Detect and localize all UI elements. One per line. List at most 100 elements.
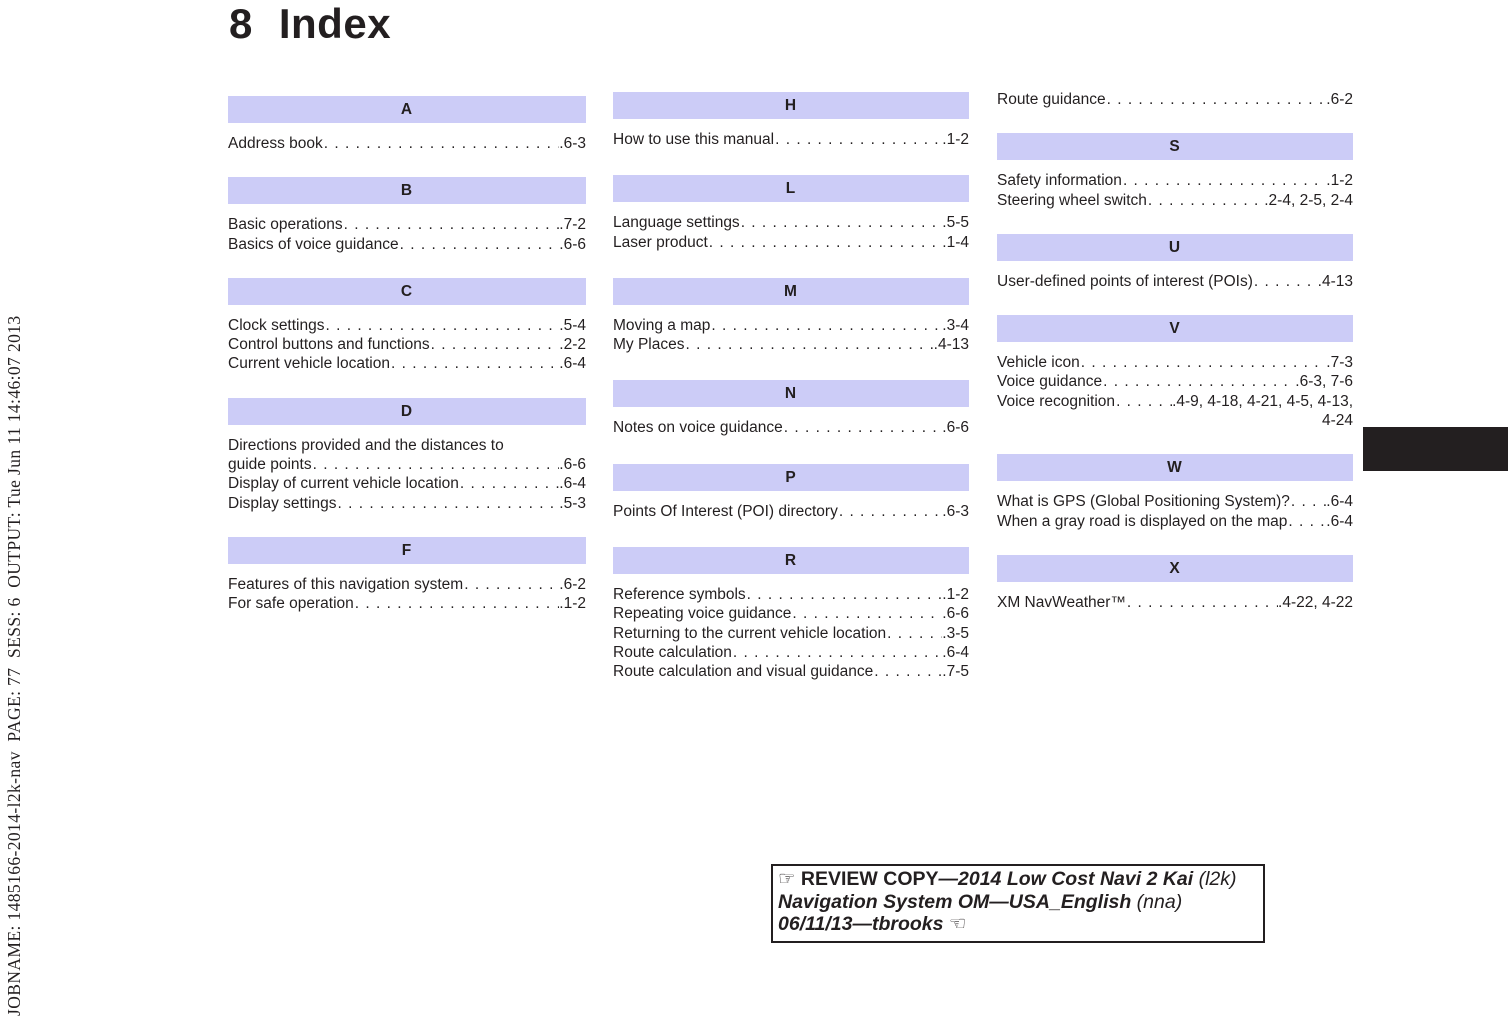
- index-section-n: N Notes on voice guidance .6-6: [613, 380, 969, 437]
- entry-page: .4-22, 4-22: [1278, 593, 1353, 611]
- entry-page: .5-3: [559, 494, 586, 512]
- entry-page: .2-2: [559, 336, 586, 354]
- index-entry: Route calculation .6-4: [613, 643, 969, 662]
- index-entry: Steering wheel switch .2-4, 2-5, 2-4: [997, 191, 1353, 210]
- index-section-a: A Address book .6-3: [228, 96, 586, 153]
- letter-header-w: W: [997, 454, 1353, 482]
- dot-leader: [874, 662, 942, 681]
- dot-leader: [887, 624, 942, 643]
- letter-header-p: P: [613, 463, 969, 491]
- review-box-line1: ☞ REVIEW COPY—2014 Low Cost Navi 2 Kai (…: [778, 868, 1258, 891]
- index-entry: Laser product .1-4: [613, 233, 969, 252]
- index-entry: Safety information .1-2: [997, 171, 1353, 190]
- dot-leader: [460, 474, 559, 493]
- chapter-number: 8: [229, 0, 253, 47]
- dot-leader: [709, 233, 943, 252]
- entry-page: .1-2: [559, 595, 586, 613]
- entry-label: guide points: [228, 456, 312, 474]
- index-entry: How to use this manual .1-2: [613, 130, 969, 149]
- index-entry: When a gray road is displayed on the map…: [997, 512, 1353, 531]
- entry-label: Current vehicle location: [228, 355, 390, 373]
- entry-label: Display of current vehicle location: [228, 475, 459, 493]
- letter-header-h: H: [613, 92, 969, 119]
- letter-header-u: U: [997, 233, 1353, 261]
- review-box-line2: Navigation System OM—USA_English (nna): [778, 891, 1258, 914]
- review-line2-code: (nna): [1131, 890, 1183, 913]
- entry-page: .5-4: [559, 316, 586, 334]
- dot-leader: [338, 494, 560, 513]
- dot-leader: [391, 354, 559, 373]
- index-entry: Current vehicle location .6-4: [228, 354, 586, 373]
- index-section-l: L Language settings .5-5 Laser product .1-4: [613, 175, 969, 252]
- entry-label: Steering wheel switch: [997, 191, 1147, 209]
- dot-leader: [400, 235, 560, 254]
- index-entry: Basic operations .7-2: [228, 215, 586, 234]
- entry-page: .6-3: [942, 502, 969, 520]
- entry-page: .6-4: [1326, 493, 1353, 511]
- dot-leader: [1081, 353, 1327, 372]
- entry-label: XM NavWeather™: [997, 593, 1126, 611]
- entry-page: .6-2: [1326, 91, 1353, 108]
- chapter-tab-marker: [1363, 427, 1508, 471]
- entry-page: .3-4: [942, 316, 969, 334]
- index-section-d: D Directions provided and the distances t…: [228, 397, 586, 513]
- entry-label: Voice guidance: [997, 373, 1103, 391]
- entry-label: Voice recognition: [997, 392, 1116, 410]
- index-entry: Voice guidance .6-3, 7-6: [997, 372, 1353, 391]
- entry-page: .1-4: [942, 233, 969, 251]
- letter-header-c: C: [228, 277, 586, 305]
- entry-page: .6-4: [942, 643, 969, 661]
- entry-label: Control buttons and functions: [228, 336, 430, 354]
- entry-page: .5-5: [942, 214, 969, 232]
- index-entry: User-defined points of interest (POIs) .4…: [997, 272, 1353, 291]
- dot-leader: [784, 418, 943, 437]
- entry-label: For safe operation: [228, 595, 354, 613]
- pointing-hand-right-icon: ☞: [778, 868, 796, 890]
- dot-leader: [711, 316, 942, 335]
- index-entry: Notes on voice guidance .6-6: [613, 418, 969, 437]
- entry-label: How to use this manual: [613, 131, 775, 148]
- dot-leader: [1116, 392, 1172, 411]
- index-entry: Vehicle icon .7-3: [997, 353, 1353, 372]
- dot-leader: [355, 594, 559, 613]
- review-copy-label: REVIEW COPY: [800, 868, 939, 890]
- review-box-line3: 06/11/13—tbrooks ☜: [778, 913, 1258, 936]
- dot-leader: [747, 585, 943, 604]
- letter-header-r: R: [613, 547, 969, 575]
- entry-label: What is GPS (Global Positioning System)?: [997, 493, 1290, 511]
- entry-page: .4-13: [933, 336, 969, 354]
- entry-label: Returning to the current vehicle locatio…: [613, 624, 887, 642]
- entry-page: .1-2: [942, 586, 969, 604]
- pointing-hand-left-icon: ☜: [948, 913, 967, 935]
- letter-header-b: B: [228, 177, 586, 205]
- letter-header-v: V: [997, 315, 1353, 343]
- index-section-x: X XM NavWeather™ .4-22, 4-22: [997, 554, 1353, 612]
- dot-leader: [741, 213, 943, 232]
- index-entry: Language settings .5-5: [613, 213, 969, 232]
- entry-page: .7-3: [1326, 354, 1353, 372]
- letter-header-s: S: [997, 133, 1353, 161]
- index-entry: For safe operation .1-2: [228, 594, 586, 613]
- dot-leader: [431, 335, 560, 354]
- dot-leader: [313, 455, 560, 474]
- letter-header-d: D: [228, 397, 586, 425]
- dot-leader: [344, 215, 560, 234]
- index-entry: Control buttons and functions .2-2: [228, 335, 586, 354]
- entry-label: Features of this navigation system: [228, 575, 464, 593]
- entry-page: .6-6: [559, 235, 586, 253]
- entry-page: .4-13: [1317, 272, 1353, 290]
- index-section-m: M Moving a map .3-4 My Places .4-13: [613, 277, 969, 355]
- dot-leader: [775, 130, 942, 149]
- entry-page: .6-6: [942, 605, 969, 623]
- letter-header-f: F: [228, 536, 586, 564]
- index-entry: Address book .6-3: [228, 134, 586, 153]
- entry-label: Basic operations: [228, 216, 343, 234]
- index-entry: What is GPS (Global Positioning System)?…: [997, 492, 1353, 511]
- entry-label: Display settings: [228, 494, 337, 512]
- dot-leader: [464, 575, 559, 594]
- review-copy-box: ☞ REVIEW COPY—2014 Low Cost Navi 2 Kai (…: [771, 864, 1265, 943]
- entry-page: .6-4: [559, 355, 586, 373]
- entry-page: .7-2: [559, 216, 586, 234]
- entry-label: When a gray road is displayed on the map: [997, 512, 1288, 530]
